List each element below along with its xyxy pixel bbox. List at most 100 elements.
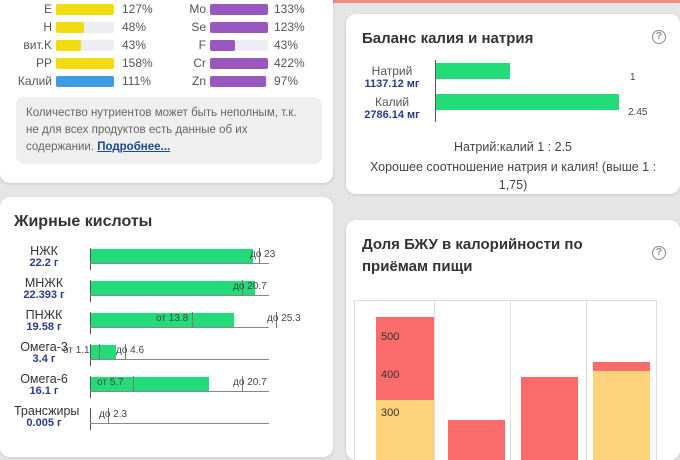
fatty-acid-name: Трансжиры [14,404,80,418]
bju-bar-1-fat [376,317,434,400]
nutrient-bar-track [56,22,114,33]
nutrient-label: вит.K [23,38,52,52]
ratio-text: Натрий:калий 1 : 2.5 [454,140,572,154]
fatty-acid-name: Омега-6 [20,372,68,386]
fatty-acid-axis [90,376,91,398]
y-tick-label: 500 [381,331,400,343]
grid-line [510,300,511,460]
fatty-acid-axis [90,408,91,430]
more-info-link[interactable]: Подробнее... [97,141,171,153]
nutrient-bar-track [56,4,114,15]
nutrient-row: Se 123% [0,20,333,34]
fatty-acid-name: Омега-3 [20,340,68,354]
range-max-label: до 25.3 [267,313,301,324]
range-min-label: от 5.7 [97,377,124,388]
nutrient-bar-fill [56,76,114,87]
nutrient-row: PP 158% [0,56,333,70]
potassium-label: Калий [374,95,410,109]
fatty-acid-name: МНЖК [24,276,64,290]
help-icon[interactable]: ? [652,30,666,44]
fatty-acid-value: 22.2 г [29,257,59,269]
nutrient-label: Cr [193,56,206,70]
range-max-tick [108,408,109,424]
range-max-label: до 20.7 [233,281,267,292]
fatty-acid-baseline [90,423,269,424]
nutrient-bar-track [210,22,268,33]
range-min-label: от 1.1 [63,345,90,356]
potassium-ratio: 2.45 [628,107,648,118]
nutrient-row: Калий 111% [0,74,333,88]
sodium-value: 1137.12 мг [364,78,420,90]
nutrient-bar-fill [56,40,81,51]
range-min-tick [133,376,134,392]
range-min-tick [99,344,100,360]
fatty-acid-bar [91,313,234,327]
bju-bar-2-fat [448,420,505,460]
range-min-tick [192,312,193,328]
nutrient-percent: 127% [122,2,153,16]
potassium-value: 2786.14 мг [364,109,420,121]
fatty-acid-row: Омега-3 3.4 г от 1.1 до 4.6 [14,340,332,368]
nutrient-percent: 48% [122,20,147,34]
nutrient-percent: 133% [274,2,305,16]
range-max-tick [259,248,260,264]
bju-chart: 500 400 300 [354,300,664,460]
kna-chart: Натрий 1137.12 мг Калий 2786.14 мг 1 2.4… [356,60,666,130]
fatty-acid-bar [91,249,253,263]
nutrient-label: Калий [17,74,52,88]
nutrient-percent: 43% [274,38,299,52]
nutrient-percent: 97% [274,74,299,88]
potassium-sodium-card: Баланс калия и натрия ? Натрий 1137.12 м… [346,14,680,194]
nutrient-percent: 158% [122,56,153,70]
range-max-label: до 2.3 [99,409,128,420]
potassium-bar [436,94,619,110]
bju-card: Доля БЖУ в калорийности по приёмам пищи … [346,220,680,460]
fatty-acid-bar [91,345,116,359]
fatty-acid-axis [90,344,91,366]
nutrient-percent: 123% [274,20,305,34]
nutrient-row: Mo 133% [0,2,333,16]
nutrient-bar-fill [210,4,268,15]
nutrient-percent: 111% [122,74,151,88]
fatty-acid-axis [90,248,91,270]
fatty-acid-value: 16.1 г [29,385,59,397]
nutrient-row: Cr 422% [0,56,333,70]
range-max-tick [276,312,277,328]
y-tick-label: 300 [381,407,400,419]
bju-bar-4-fat [593,362,650,371]
sodium-ratio: 1 [630,72,636,83]
help-icon[interactable]: ? [652,246,666,260]
fatty-acid-value: 22.393 г [23,289,65,301]
top-accent-line [0,0,680,3]
bju-title: Доля БЖУ в калорийности по приёмам пищи [362,236,583,275]
nutrient-bar-track [56,76,114,87]
fatty-acid-row: МНЖК 22.393 г до 20.7 [14,276,332,304]
nutrient-bar-track [210,4,268,15]
fatty-acid-axis [90,280,91,302]
nutrient-percent: 422% [274,56,305,70]
sodium-bar [436,63,510,79]
nutrient-label: H [43,20,52,34]
fatty-acid-axis [90,312,91,334]
range-max-tick [242,280,243,296]
fatty-acid-baseline [90,327,269,328]
potassium-sodium-title: Баланс калия и натрия [362,30,534,47]
fatty-acid-bar [91,377,209,391]
nutrient-bar-fill [56,58,114,69]
nutrient-bar-track [210,40,268,51]
nutrients-card: E 127% H 48% вит.K 43% PP 158% Калий 111% Mo 133% S… [0,0,333,183]
fatty-acid-baseline [90,263,269,264]
nutrients-note-text: Количество нутриентов может быть неполны… [26,107,297,153]
fatty-acids-title: Жирные кислоты [14,213,153,230]
fatty-acid-value: 19.58 г [26,321,62,333]
nutrient-label: Zn [191,74,206,88]
fatty-acids-card: Жирные кислоты НЖК 22.2 г до 23 МНЖК 22.393 … [0,197,333,457]
fatty-acid-baseline [90,391,269,392]
fatty-acid-row: Омега-6 16.1 г от 5.7 до 20.7 [14,372,332,400]
bju-chart-frame [354,300,657,460]
nutrient-bar-fill [210,22,268,33]
nutrients-note: Количество нутриентов может быть неполны… [16,97,322,164]
nutrient-label: F [198,38,206,52]
bju-bar-3-fat [521,377,578,460]
nutrient-row: F 43% [0,38,333,52]
